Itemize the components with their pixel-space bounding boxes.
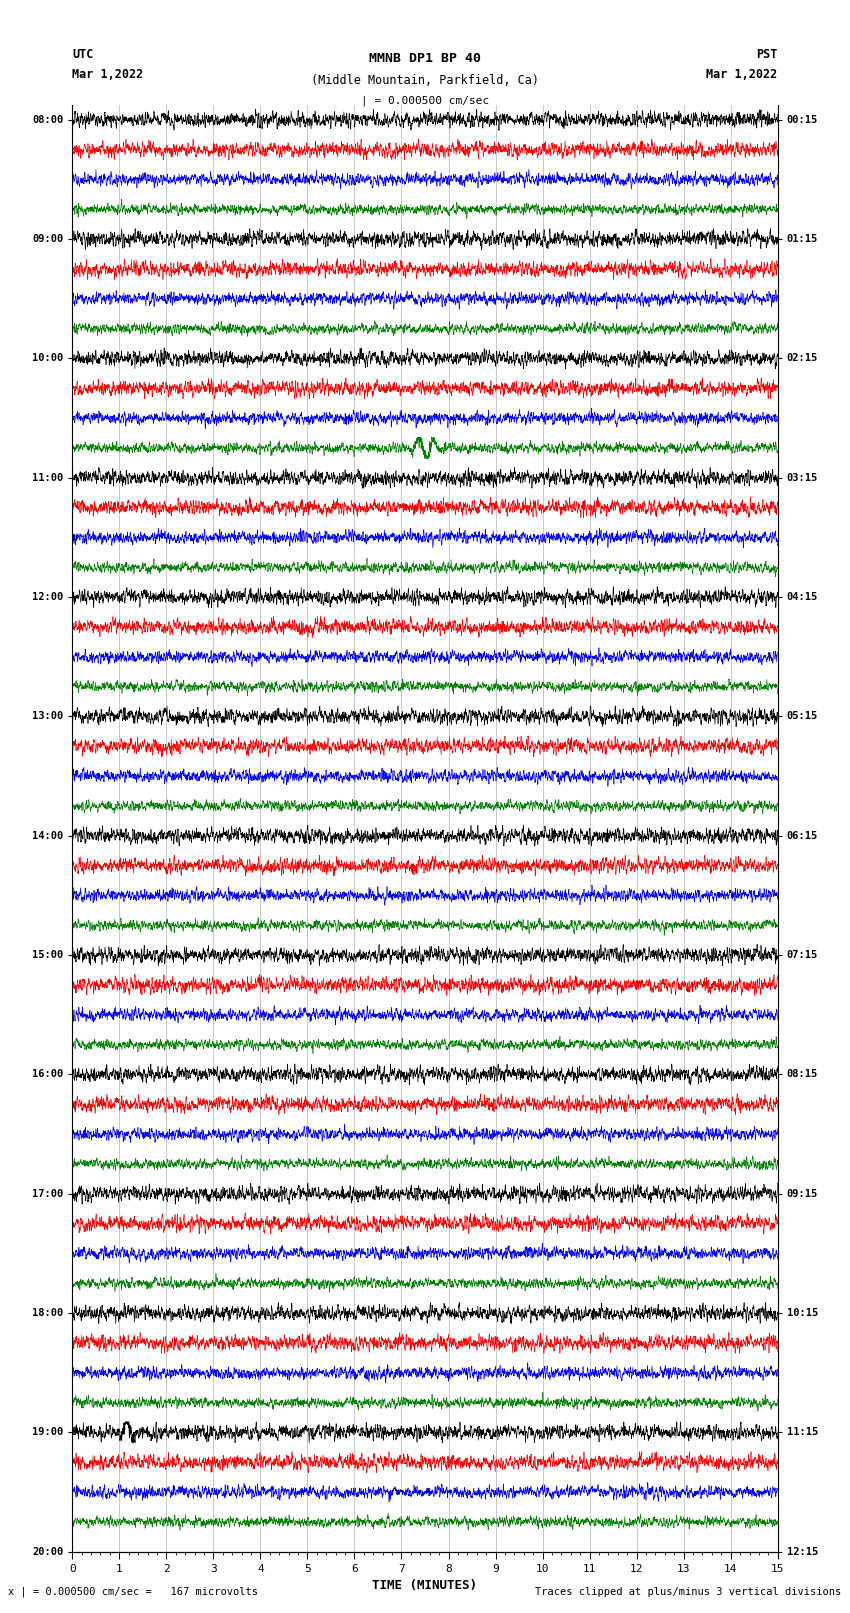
Text: Traces clipped at plus/minus 3 vertical divisions: Traces clipped at plus/minus 3 vertical … xyxy=(536,1587,842,1597)
Text: (Middle Mountain, Parkfield, Ca): (Middle Mountain, Parkfield, Ca) xyxy=(311,74,539,87)
Text: | = 0.000500 cm/sec: | = 0.000500 cm/sec xyxy=(361,95,489,106)
X-axis label: TIME (MINUTES): TIME (MINUTES) xyxy=(372,1579,478,1592)
Text: PST: PST xyxy=(756,48,778,61)
Text: MMNB DP1 BP 40: MMNB DP1 BP 40 xyxy=(369,52,481,65)
Text: Mar 1,2022: Mar 1,2022 xyxy=(72,68,144,81)
Text: UTC: UTC xyxy=(72,48,94,61)
Text: Mar 1,2022: Mar 1,2022 xyxy=(706,68,778,81)
Text: x | = 0.000500 cm/sec =   167 microvolts: x | = 0.000500 cm/sec = 167 microvolts xyxy=(8,1586,258,1597)
